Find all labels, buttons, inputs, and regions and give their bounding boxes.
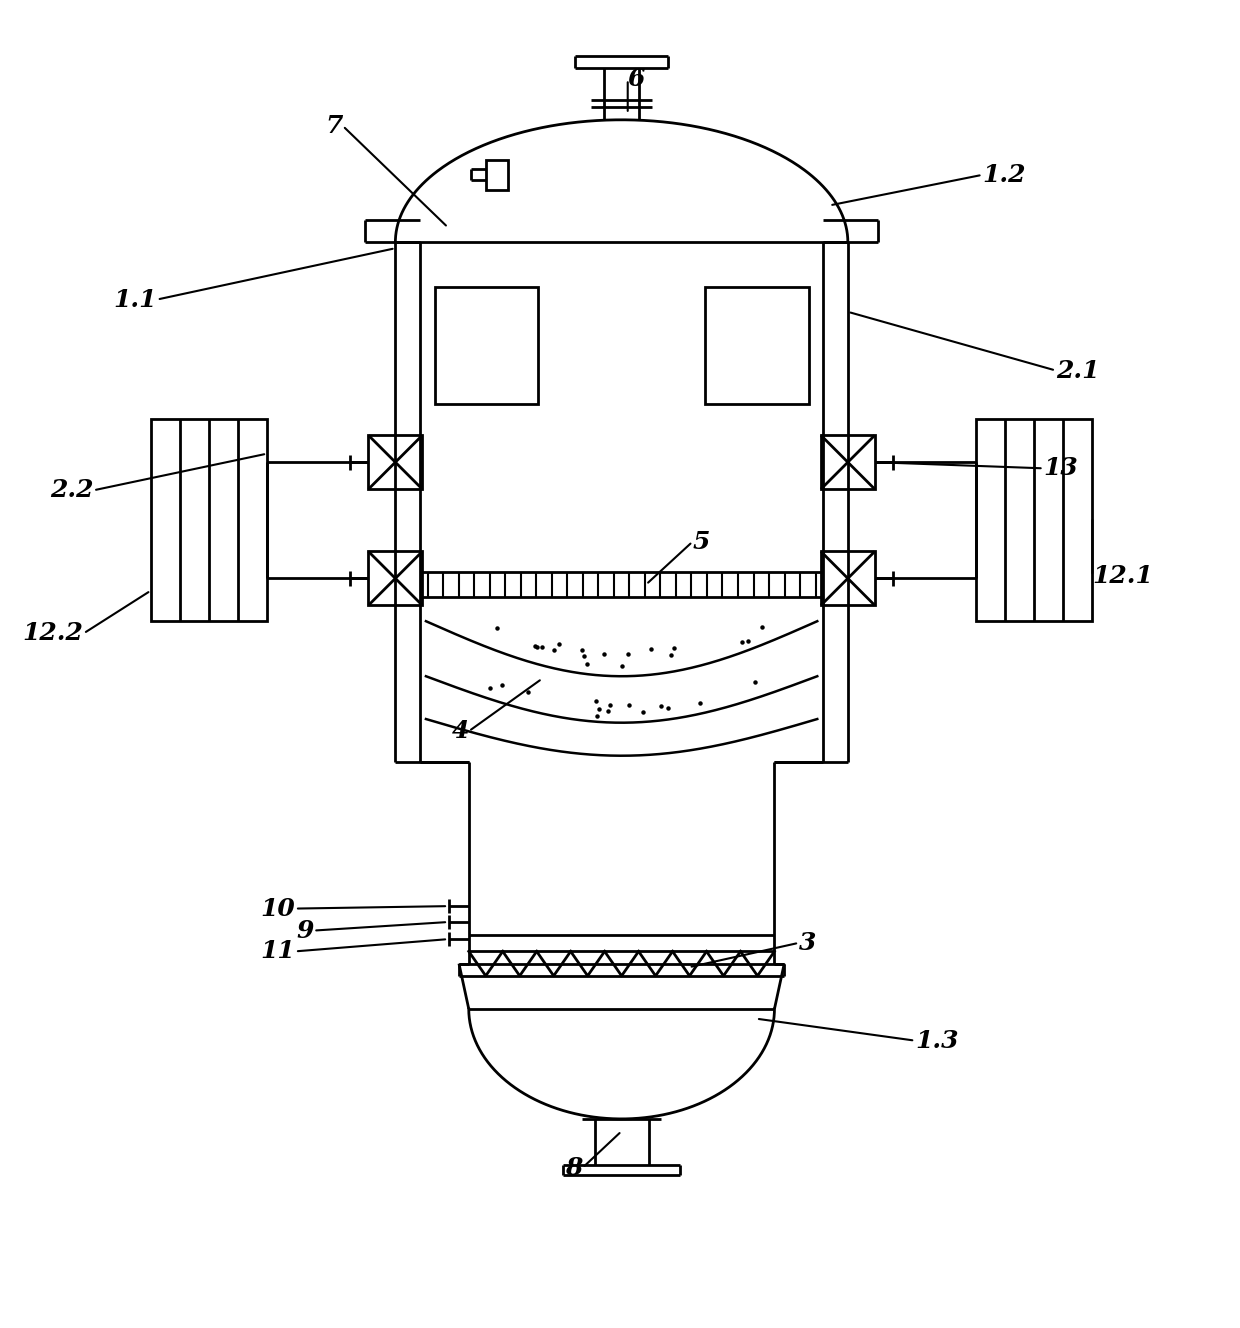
- Text: 3: 3: [799, 931, 816, 955]
- Text: 1.2: 1.2: [982, 163, 1025, 187]
- Bar: [486, 159, 508, 190]
- Bar: [368, 551, 423, 606]
- Text: 7: 7: [325, 114, 342, 138]
- Text: 2.1: 2.1: [1055, 359, 1099, 382]
- Text: 1.3: 1.3: [915, 1029, 959, 1053]
- Text: 6: 6: [627, 68, 645, 92]
- Bar: [704, 287, 808, 404]
- Bar: [821, 436, 874, 489]
- Text: 10: 10: [260, 896, 295, 920]
- Text: 2.2: 2.2: [50, 478, 93, 502]
- Text: 13: 13: [1044, 457, 1079, 481]
- Bar: [821, 551, 874, 606]
- Bar: [976, 420, 1092, 622]
- Bar: [434, 287, 538, 404]
- Text: 1.1: 1.1: [113, 288, 157, 312]
- Text: 5: 5: [692, 530, 711, 554]
- Text: 11: 11: [260, 939, 295, 963]
- Bar: [151, 420, 267, 622]
- Bar: [368, 436, 423, 489]
- Text: 8: 8: [565, 1155, 583, 1179]
- Text: 12.1: 12.1: [1092, 564, 1153, 588]
- Text: 4: 4: [451, 720, 469, 744]
- Text: 9: 9: [296, 919, 314, 943]
- Text: 12.2: 12.2: [22, 622, 83, 645]
